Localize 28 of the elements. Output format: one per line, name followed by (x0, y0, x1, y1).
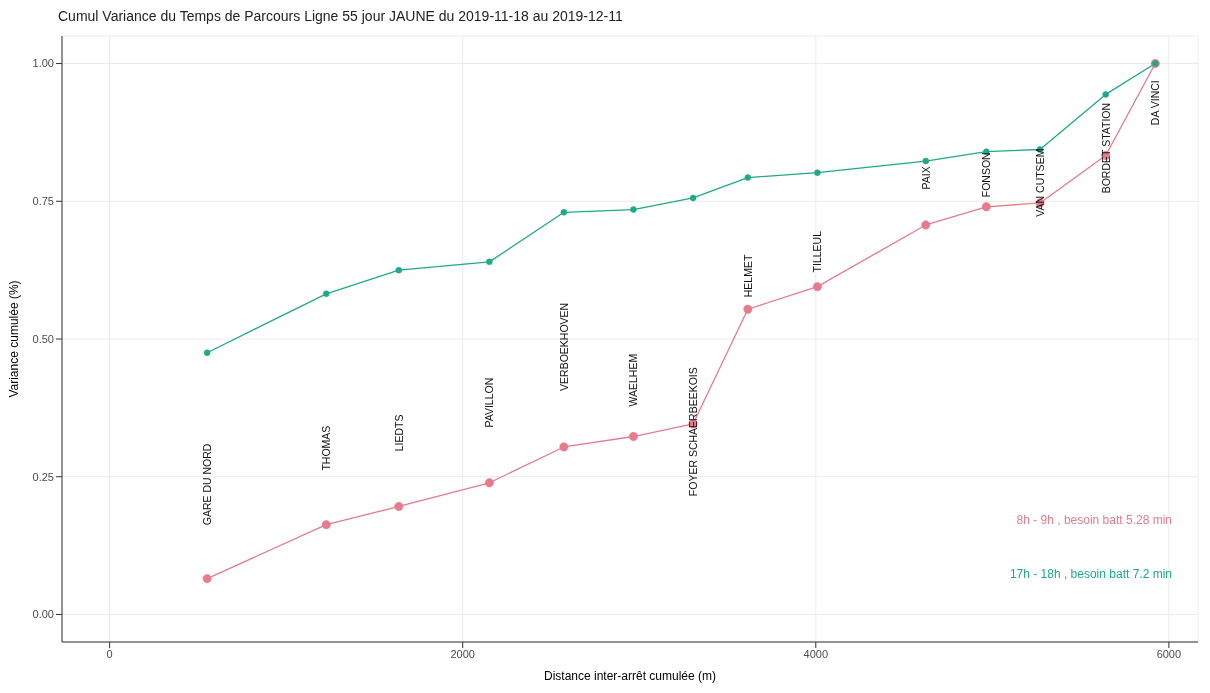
annotation: FOYER SCHAERBEEKOIS (687, 367, 700, 497)
y-tick-label: 0.00 (32, 608, 54, 621)
annotation: DA VINCI (1149, 80, 1162, 126)
y-tick-label: 0.25 (32, 470, 54, 483)
y-tick-label: 0.75 (32, 195, 54, 208)
y-tick-label: 1.00 (32, 57, 54, 70)
x-tick-label: 0 (106, 647, 113, 660)
annotation: PAIX (919, 166, 932, 190)
text: 8h - 9h , besoin batt 5.28 min (1015, 513, 1172, 527)
annotation: VERBOEKHOVEN (557, 302, 570, 391)
chart-title: Cumul Variance du Temps de Parcours Ligne 55 jour JAUNE du 2019-11-18 au 2019-12-11 (57, 8, 624, 26)
annotation: FONSON (980, 152, 993, 198)
text: 17h - 18h , besoin batt 7.2 min (1009, 567, 1172, 581)
annotation: PAVILLON (483, 377, 496, 428)
x-tick-label: 4000 (803, 647, 829, 660)
annotation: LIEDTS (392, 414, 405, 452)
annotation: VAN CUTSEM (1034, 148, 1046, 217)
x-tick-label: 2000 (450, 647, 475, 660)
annotation: TILLEUL (811, 230, 824, 273)
x-tick-label: 6000 (1156, 647, 1182, 660)
annotation: WAELHEM (627, 353, 640, 407)
annotation: GARE DU NORD (201, 443, 214, 526)
annotation: HELMET (741, 254, 754, 298)
y-tick-label: 0.50 (32, 332, 54, 345)
y-axis-title: Variance cumulée (%) (7, 280, 22, 398)
x-axis-title: Distance inter-arrêt cumulée (m) (543, 669, 717, 683)
annotation: THOMAS (320, 425, 333, 471)
annotation: BORDET STATION (1099, 102, 1112, 194)
